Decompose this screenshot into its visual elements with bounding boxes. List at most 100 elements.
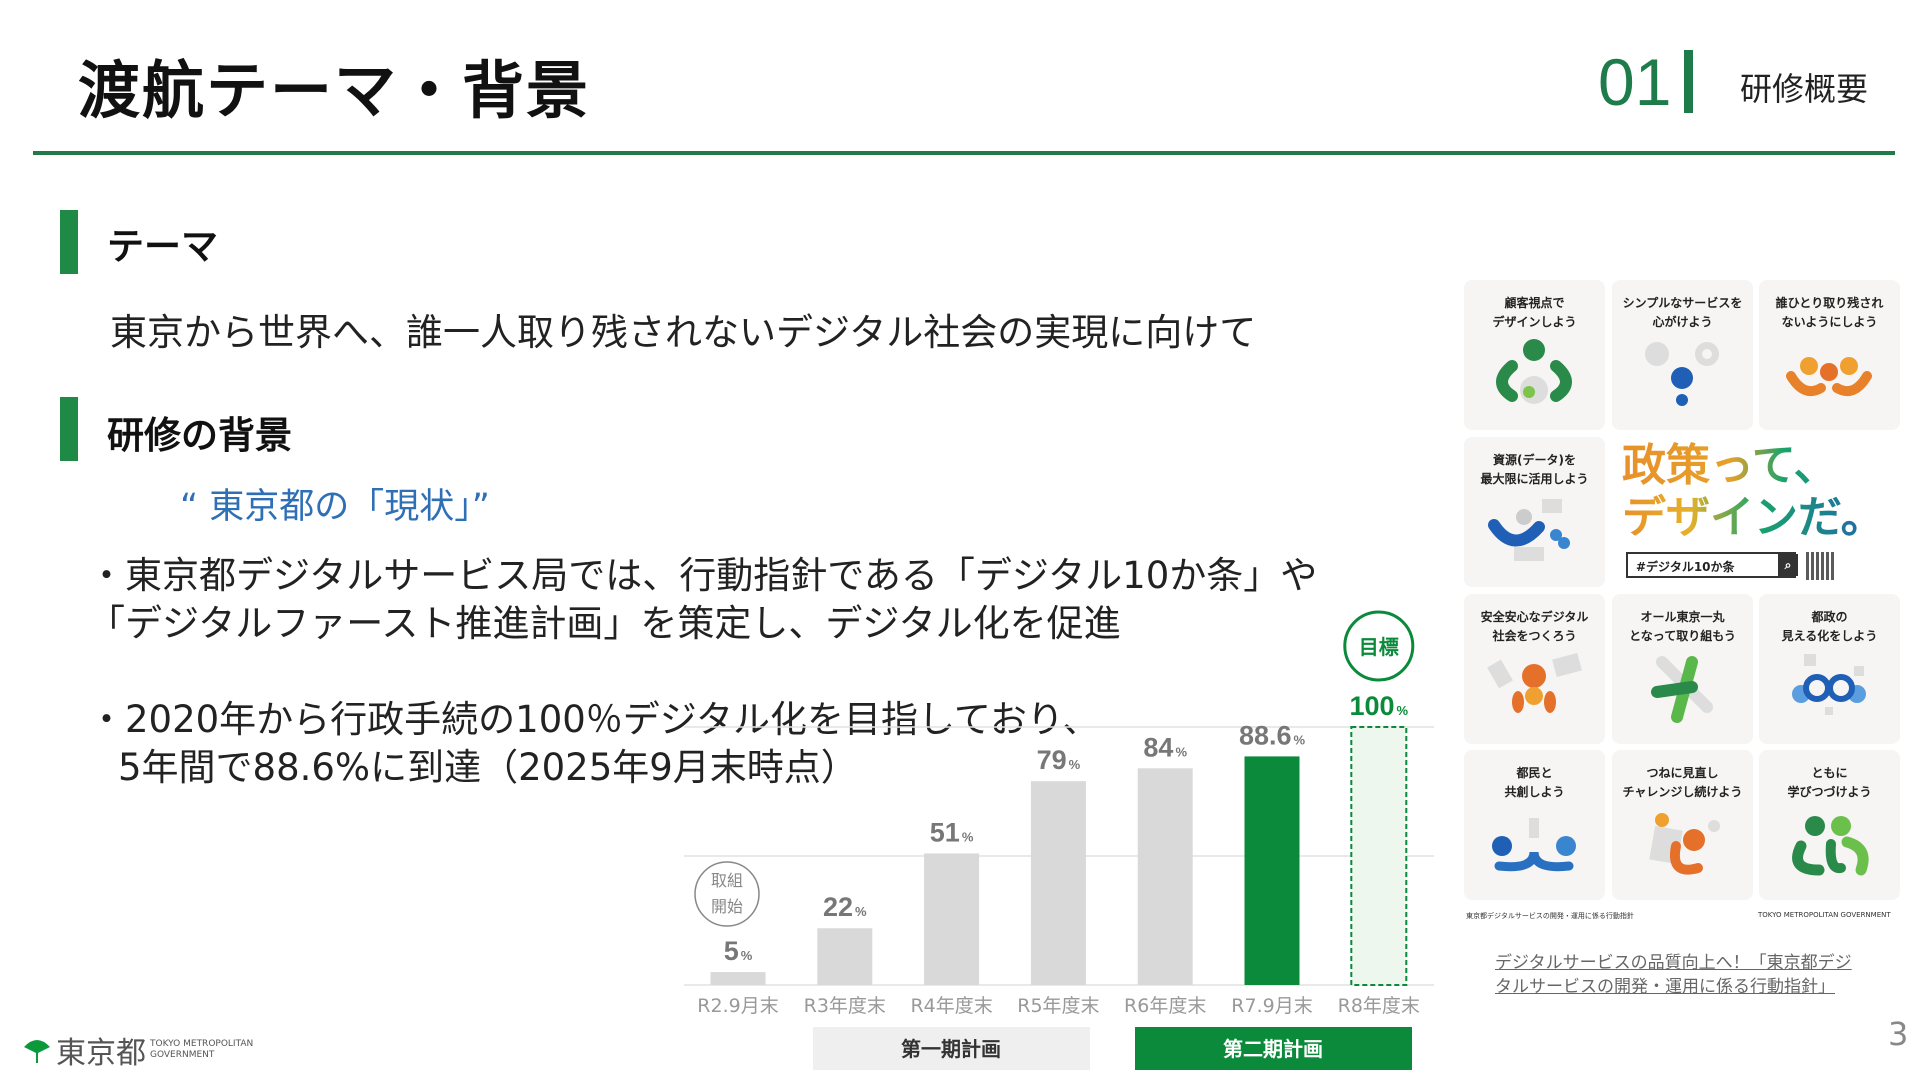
bar <box>1244 756 1300 985</box>
bar <box>710 972 766 985</box>
principle-text-line: 学びつづけよう <box>1787 785 1872 799</box>
principle-text: 都政の見える化をしよう <box>1759 608 1900 646</box>
principle-text-line: ないようにしよう <box>1781 315 1878 329</box>
logo-en-2: GOVERNMENT <box>150 1050 215 1060</box>
data-label: 22% <box>823 892 867 922</box>
start-badge <box>694 861 760 927</box>
tick-label: R6年度末 <box>1124 995 1206 1017</box>
principle-text: 安全安心なデジタル 社会をつくろう <box>1464 608 1605 646</box>
data-label: 5% <box>724 936 753 966</box>
slogan-line-1: 政策って、 <box>1622 440 1892 492</box>
tick-label: R3年度末 <box>804 995 886 1017</box>
panel-footer-left: 東京都デジタルサービスの開発・運用に係る行動指針 <box>1466 912 1634 920</box>
start-label-2: 開始 <box>711 897 743 916</box>
hashtag-search-box: #デジタル10か条 ⌕ <box>1626 552 1798 578</box>
heading-marker <box>60 210 78 274</box>
principle-text-line: 誰ひとり取り残され <box>1775 296 1884 310</box>
principle-text: 誰ひとり取り残され ないようにしよう <box>1759 294 1900 332</box>
principle-text: オール東京一丸 となって取り組もう <box>1612 608 1753 646</box>
principle-text: 顧客視点でデザインしよう <box>1464 294 1605 332</box>
page-number: 3 <box>1888 1015 1909 1053</box>
principle-text-line: 心がけよう <box>1652 315 1713 329</box>
principle-text: シンプルなサービスを 心がけよう <box>1612 294 1753 332</box>
search-icon: ⌕ <box>1778 554 1798 576</box>
bullet-1-line-2: 「デジタルファースト推進計画」を策定し、デジタル化を促進 <box>88 602 1121 645</box>
logo-kanji: 東京都 <box>56 1036 146 1071</box>
principle-text-line: デザインしよう <box>1492 315 1577 329</box>
principle-card: 安全安心なデジタル 社会をつくろう <box>1464 594 1605 744</box>
link-line-1[interactable]: デジタルサービスの品質向上へ！「東京都デジ <box>1495 953 1852 973</box>
principle-text-line: 最大限に活用しよう <box>1480 472 1589 486</box>
principle-text-line: 資源(データ)を <box>1493 453 1576 467</box>
bullet-1-line-1: ・東京都デジタルサービス局では、行動指針である「デジタル10か条」や <box>88 554 1318 597</box>
period-1-label: 第一期計画 <box>901 1037 1001 1061</box>
bar <box>924 853 980 985</box>
hashtag: #デジタル10か条 <box>1636 560 1735 574</box>
principle-card: 都政の見える化をしよう <box>1759 594 1900 744</box>
data-label: 100% <box>1349 691 1408 721</box>
tick-label: R5年度末 <box>1017 995 1099 1017</box>
data-label: 51% <box>930 817 974 847</box>
section-number: 01 <box>1598 45 1672 119</box>
principle-text: 資源(データ)を 最大限に活用しよう <box>1464 451 1605 489</box>
inclusion-icon <box>1786 357 1872 396</box>
principle-text-line: 社会をつくろう <box>1492 629 1577 643</box>
learn-together-icon <box>1792 816 1869 876</box>
principle-text-line: チャレンジし続けよう <box>1622 785 1743 799</box>
period-1-box <box>813 1027 1090 1070</box>
background-heading: 研修の背景 <box>107 414 292 457</box>
principle-card: オール東京一丸 となって取り組もう <box>1612 594 1753 744</box>
tick-label: R2.9月末 <box>697 995 778 1017</box>
period-2-box <box>1135 1027 1412 1070</box>
principle-card: 誰ひとり取り残され ないようにしよう <box>1759 280 1900 430</box>
principle-text-line: 見える化をしよう <box>1781 629 1878 643</box>
principle-card: ともに学びつづけよう <box>1759 750 1900 900</box>
principle-text-line: ともに <box>1811 766 1848 780</box>
target-badge <box>1343 610 1415 682</box>
principle-card: つねに見直し チャレンジし続けよう <box>1612 750 1753 900</box>
principle-text-line: となって取り組もう <box>1629 629 1736 643</box>
challenge-icon <box>1649 813 1720 875</box>
heading-marker <box>60 397 78 461</box>
section-label: 研修概要 <box>1740 70 1869 108</box>
bullet-2-line-2: 5年間で88.6%に到達（2025年9月末時点） <box>118 746 858 789</box>
theme-text: 東京から世界へ、誰一人取り残されないデジタル社会の実現に向けて <box>110 311 1257 354</box>
ginkgo-icon <box>24 1040 50 1063</box>
slogan-line-2: デザインだ。 <box>1622 492 1892 544</box>
safety-icon <box>1487 652 1582 713</box>
principle-text-line: 安全安心なデジタル <box>1480 610 1589 624</box>
data-resource-icon <box>1488 499 1570 561</box>
target-label: 目標 <box>1359 635 1399 659</box>
all-tokyo-icon <box>1651 656 1713 723</box>
tick-label: R8年度末 <box>1338 995 1420 1017</box>
bar <box>1030 781 1086 985</box>
co-creation-icon <box>1492 818 1576 872</box>
data-label: 84% <box>1143 732 1187 762</box>
principle-text-line: シンプルなサービスを <box>1622 296 1743 310</box>
principle-card: 顧客視点でデザインしよう <box>1464 280 1605 430</box>
tokyo-logo: 東京都 TOKYO METROPOLITAN GOVERNMENT <box>22 1028 253 1072</box>
principle-text-line: 都民と <box>1516 766 1553 780</box>
theme-heading: テーマ <box>107 225 218 268</box>
principle-text-line: オール東京一丸 <box>1640 610 1725 624</box>
visibility-icon <box>1792 654 1866 715</box>
principle-text: つねに見直し チャレンジし続けよう <box>1612 764 1753 802</box>
link-line-2[interactable]: タルサービスの開発・運用に係る行動指針」 <box>1495 977 1835 997</box>
bullet-2-line-1: ・2020年から行政手続の100％デジタル化を目指しており、 <box>88 698 1100 741</box>
principle-text-line: 顧客視点で <box>1504 296 1565 310</box>
page-title: 渡航テーマ・背景 <box>78 54 591 127</box>
principle-text: 都民と 共創しよう <box>1464 764 1605 802</box>
principle-text-line: 都政の <box>1811 610 1848 624</box>
simple-service-icon <box>1645 342 1719 406</box>
panel-footer-right: TOKYO METROPOLITAN GOVERNMENT <box>1758 911 1891 919</box>
slogan: 政策って、 デザインだ。 #デジタル10か条 ⌕ <box>1622 440 1892 585</box>
period-2-label: 第二期計画 <box>1223 1037 1323 1061</box>
guideline-link[interactable]: デジタルサービスの品質向上へ！「東京都デジ タルサービスの開発・運用に係る行動指… <box>1495 951 1852 999</box>
bar-target <box>1350 726 1408 986</box>
logo-english: TOKYO METROPOLITAN GOVERNMENT <box>150 1039 253 1061</box>
start-label-1: 取組 <box>711 871 743 890</box>
qr-code <box>1806 552 1834 580</box>
logo-en-1: TOKYO METROPOLITAN <box>150 1039 254 1049</box>
principle-text: ともに学びつづけよう <box>1759 764 1900 802</box>
principle-text-line: 共創しよう <box>1504 785 1565 799</box>
